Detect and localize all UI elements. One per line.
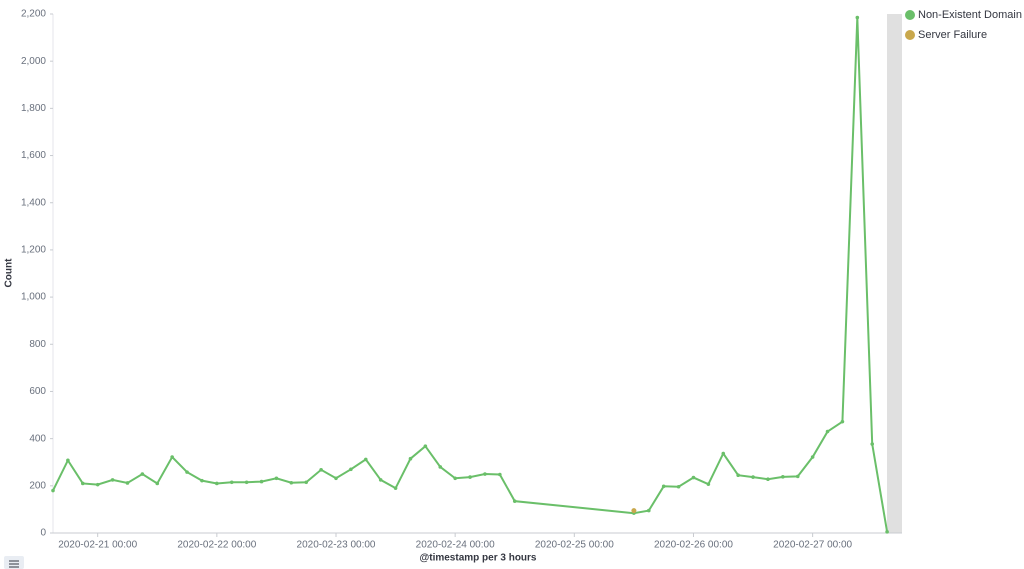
point (691, 475, 696, 480)
point (215, 481, 219, 486)
point (512, 499, 517, 503)
point (676, 484, 681, 489)
y-tick-label: 1,200 (21, 245, 46, 256)
point (244, 480, 249, 485)
point (438, 465, 443, 469)
y-tick-label: 1,600 (21, 150, 46, 161)
point (51, 488, 55, 493)
point (423, 444, 428, 448)
point (885, 530, 889, 534)
point (393, 486, 398, 490)
point (289, 480, 294, 485)
point (200, 478, 204, 483)
line (52, 17, 889, 532)
point (483, 472, 487, 476)
point (781, 475, 785, 479)
legend-toggle[interactable] (4, 556, 24, 569)
point (334, 476, 338, 481)
current-bucket-band (887, 14, 902, 533)
point (855, 15, 860, 20)
x-tick-label: 2020-02-27 00:00 (773, 540, 852, 551)
point (498, 472, 502, 477)
point (125, 481, 130, 485)
x-axis-title: @timestamp per 3 hours (419, 553, 536, 564)
point (229, 480, 234, 485)
point (825, 429, 830, 434)
y-tick-label: 600 (29, 386, 46, 397)
point (795, 474, 800, 479)
point (95, 482, 100, 487)
legend-swatch (905, 30, 915, 40)
x-tick-label: 2020-02-24 00:00 (416, 540, 495, 551)
point (274, 476, 279, 481)
point (870, 442, 875, 446)
point (736, 473, 740, 478)
legend-label[interactable]: Non-Existent Domain (918, 9, 1022, 21)
y-tick-label: 400 (29, 433, 46, 444)
point (721, 451, 726, 456)
point (408, 456, 413, 461)
point (751, 475, 755, 479)
y-tick-label: 200 (29, 480, 46, 491)
y-tick-label: 1,800 (21, 103, 46, 114)
y-axis-title: Count (4, 258, 15, 288)
point (80, 481, 85, 486)
y-tick-label: 1,000 (21, 292, 46, 303)
point (706, 482, 711, 486)
legend-label[interactable]: Server Failure (918, 29, 987, 41)
y-tick-label: 2,000 (21, 56, 46, 67)
x-tick-label: 2020-02-25 00:00 (535, 540, 614, 551)
x-tick-label: 2020-02-21 00:00 (58, 540, 137, 551)
point (304, 480, 309, 485)
legend-swatch (905, 10, 915, 20)
point (170, 455, 174, 459)
point (185, 470, 189, 474)
y-tick-label: 0 (40, 528, 46, 539)
point (766, 477, 770, 482)
y-tick-label: 800 (29, 339, 46, 350)
point (319, 467, 323, 472)
point (646, 508, 651, 513)
point (661, 484, 666, 489)
x-tick-label: 2020-02-22 00:00 (177, 540, 256, 551)
point (140, 472, 145, 476)
y-tick-label: 2,200 (21, 9, 46, 20)
point (840, 419, 845, 424)
point (453, 476, 457, 481)
point (378, 478, 383, 482)
point (468, 475, 472, 479)
x-tick-label: 2020-02-26 00:00 (654, 540, 733, 551)
point (66, 458, 70, 463)
x-tick-label: 2020-02-23 00:00 (297, 540, 376, 551)
point (363, 457, 368, 462)
point (349, 467, 353, 472)
y-tick-label: 1,400 (21, 197, 46, 208)
point (259, 479, 264, 484)
point (155, 481, 160, 486)
point (810, 455, 815, 459)
point (631, 508, 637, 514)
point (110, 478, 115, 482)
